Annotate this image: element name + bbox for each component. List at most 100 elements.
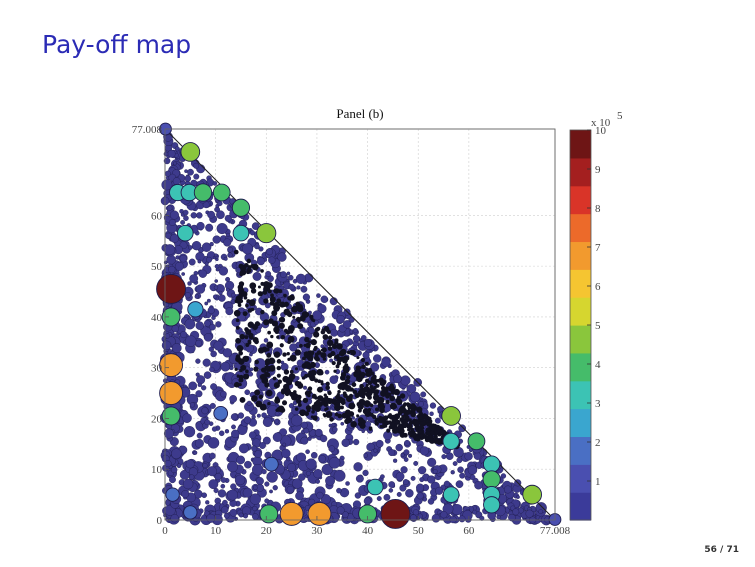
background-point bbox=[282, 302, 287, 308]
background-point bbox=[335, 364, 340, 369]
x-tick-label: 10 bbox=[210, 525, 222, 537]
background-point bbox=[419, 415, 423, 420]
background-point bbox=[266, 248, 274, 256]
background-point bbox=[227, 489, 239, 501]
background-point bbox=[180, 220, 186, 225]
background-point bbox=[331, 343, 338, 350]
background-point bbox=[320, 348, 324, 352]
background-point bbox=[327, 390, 332, 396]
background-point bbox=[163, 428, 174, 439]
background-point bbox=[327, 335, 333, 340]
background-point bbox=[344, 363, 349, 368]
background-point bbox=[329, 398, 333, 402]
background-point bbox=[353, 462, 363, 472]
background-point bbox=[342, 391, 347, 396]
background-point bbox=[412, 509, 419, 516]
background-point bbox=[315, 356, 320, 362]
background-point bbox=[392, 458, 398, 463]
background-point bbox=[288, 328, 294, 334]
background-point bbox=[201, 242, 212, 252]
background-point bbox=[267, 330, 272, 335]
background-point bbox=[255, 400, 263, 408]
background-point bbox=[163, 151, 169, 157]
background-point bbox=[248, 371, 254, 377]
background-point bbox=[250, 288, 257, 294]
background-point bbox=[248, 299, 256, 307]
highlight-point bbox=[483, 496, 501, 514]
x-tick-label: 0 bbox=[162, 525, 168, 537]
background-point bbox=[260, 309, 265, 315]
background-point bbox=[328, 423, 333, 428]
background-point bbox=[351, 382, 357, 387]
background-point bbox=[196, 432, 203, 439]
background-point bbox=[435, 486, 444, 495]
background-point bbox=[229, 365, 234, 371]
background-point bbox=[239, 272, 244, 277]
background-point bbox=[268, 256, 276, 264]
background-point bbox=[292, 390, 297, 394]
background-point bbox=[225, 504, 230, 508]
colorbar-segment bbox=[570, 269, 591, 298]
background-point bbox=[281, 448, 291, 459]
background-point bbox=[357, 417, 364, 424]
background-point bbox=[252, 337, 259, 343]
background-point bbox=[218, 430, 225, 437]
background-point bbox=[405, 489, 414, 498]
background-point bbox=[303, 351, 311, 358]
background-point bbox=[338, 344, 343, 348]
background-point bbox=[330, 351, 336, 357]
background-point bbox=[280, 388, 286, 394]
background-point bbox=[388, 481, 396, 488]
background-point bbox=[325, 475, 336, 486]
y-tick-label: 20 bbox=[151, 413, 163, 425]
background-point bbox=[333, 369, 337, 373]
background-point bbox=[357, 408, 362, 413]
background-point bbox=[295, 491, 304, 501]
background-point bbox=[431, 425, 437, 432]
background-point bbox=[297, 403, 302, 407]
background-point bbox=[355, 474, 364, 483]
background-point bbox=[164, 244, 176, 256]
background-point bbox=[310, 415, 314, 419]
background-point bbox=[321, 463, 333, 476]
background-point bbox=[317, 304, 327, 314]
background-point bbox=[238, 512, 244, 518]
background-point bbox=[212, 294, 218, 299]
background-point bbox=[222, 499, 228, 506]
background-point bbox=[416, 406, 423, 413]
background-point bbox=[393, 374, 402, 384]
background-point bbox=[364, 368, 370, 373]
highlight-point bbox=[183, 505, 198, 520]
background-point bbox=[538, 509, 544, 515]
background-point bbox=[197, 259, 202, 264]
background-point bbox=[381, 357, 391, 367]
highlight-point bbox=[165, 487, 180, 502]
background-point bbox=[342, 366, 350, 374]
background-point bbox=[193, 450, 198, 455]
background-point bbox=[210, 350, 217, 358]
background-point bbox=[183, 426, 196, 438]
background-point bbox=[274, 418, 280, 424]
background-point bbox=[174, 146, 180, 152]
background-point bbox=[305, 470, 311, 476]
background-point bbox=[249, 352, 253, 357]
background-point bbox=[375, 439, 384, 448]
background-point bbox=[333, 469, 346, 482]
background-point bbox=[374, 407, 380, 412]
highlight-point bbox=[467, 432, 486, 451]
background-point bbox=[252, 513, 259, 520]
background-point bbox=[212, 181, 218, 186]
background-point bbox=[331, 360, 336, 366]
background-point bbox=[276, 298, 282, 304]
background-point bbox=[361, 395, 366, 399]
background-point bbox=[263, 319, 270, 326]
highlight-point bbox=[522, 484, 542, 505]
background-point bbox=[254, 450, 262, 458]
background-point bbox=[294, 367, 299, 371]
background-point bbox=[339, 398, 344, 402]
background-point bbox=[389, 383, 394, 388]
background-point bbox=[169, 476, 176, 484]
background-point bbox=[170, 466, 178, 474]
background-point bbox=[220, 390, 227, 398]
background-point bbox=[166, 205, 173, 211]
